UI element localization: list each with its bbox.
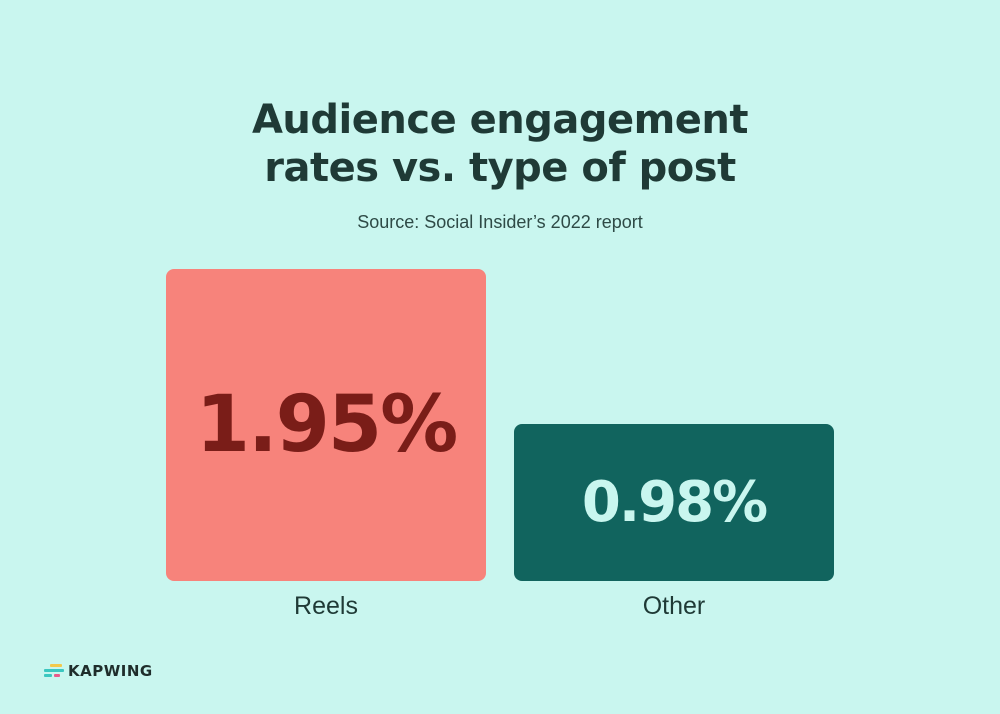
title-line-1: Audience engagement [251,97,749,143]
category-label-reels: Reels [294,592,358,620]
chart-subtitle: Source: Social Insider’s 2022 report [357,212,643,232]
bar-value-reels: 1.95% [195,380,459,470]
bar-value-other: 0.98% [581,470,768,535]
kapwing-logo: KAPWING [44,662,153,680]
bar-reels: 1.95% [166,269,486,581]
chart-title: Audience engagement rates vs. type of po… [0,96,1000,192]
category-label-other: Other [642,592,706,620]
logo-text: KAPWING [68,662,153,680]
kapwing-logo-icon [44,664,64,678]
bar-other: 0.98% [514,424,834,581]
title-line-2: rates vs. type of post [264,145,736,191]
